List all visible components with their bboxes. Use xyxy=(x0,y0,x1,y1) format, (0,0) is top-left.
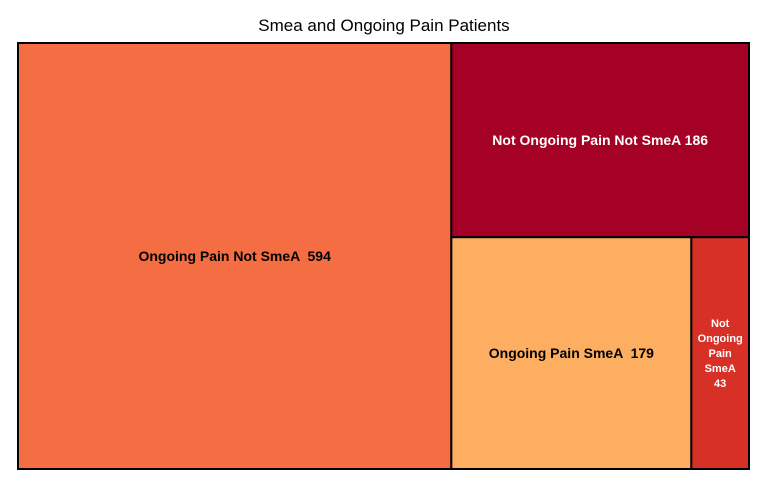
tile-not-ongoing-pain-smea-label: Not Ongoing Pain SmeA 43 xyxy=(698,318,743,390)
chart-title: Smea and Ongoing Pain Patients xyxy=(258,16,510,35)
tile-ongoing-pain-smea-label: Ongoing Pain SmeA 179 xyxy=(489,345,654,361)
tile-ongoing-pain-not-smea-label: Ongoing Pain Not SmeA 594 xyxy=(138,248,331,264)
tile-not-ongoing-pain-smea xyxy=(690,236,751,470)
tile-not-ongoing-pain-not-smea-label: Not Ongoing Pain Not SmeA 186 xyxy=(492,132,708,148)
